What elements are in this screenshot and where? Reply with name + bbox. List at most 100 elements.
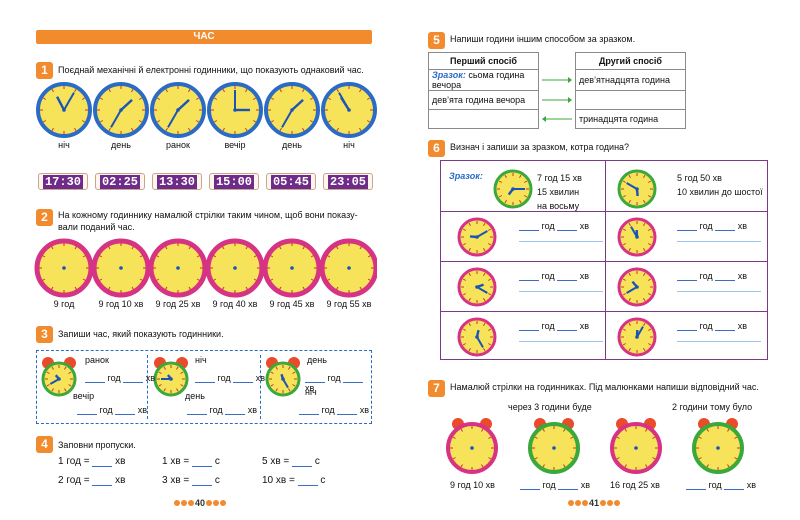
clock-icon <box>617 169 657 209</box>
min-blank[interactable] <box>123 374 144 383</box>
clock-icon <box>457 267 497 307</box>
clock-icon <box>617 267 657 307</box>
digital-clock[interactable]: 17:30 <box>38 173 88 190</box>
task-6-clocks <box>457 169 657 357</box>
answer-block: год хв <box>677 271 761 292</box>
label-2h-ago: 2 години тому було <box>672 402 753 412</box>
answer-blank[interactable] <box>297 477 318 486</box>
clock-icon <box>493 169 533 209</box>
t7-answer-4: год хв <box>686 480 756 490</box>
task-6-grid: Зразок: 7 год 15 хв 15 хвилин на восьму 5 … <box>440 160 768 360</box>
answer-block: год хв <box>677 321 761 342</box>
hour-blank[interactable] <box>299 406 319 415</box>
clock-icon <box>446 422 498 474</box>
clock-label: ніч <box>343 140 355 150</box>
hour-blank[interactable] <box>77 406 97 415</box>
answer-cell[interactable] <box>575 90 686 110</box>
min-blank[interactable] <box>225 406 246 415</box>
pink-clocks-row <box>34 238 379 298</box>
clock-label: вечір <box>224 140 246 150</box>
answer-block: год хв <box>519 321 603 342</box>
digital-clock[interactable]: 23:05 <box>323 173 373 190</box>
clock-icon <box>205 238 265 298</box>
task-5-table: Перший спосіб Другий спосіб Зразок: сьома… <box>428 52 686 129</box>
task-7-clocks <box>446 418 744 474</box>
label-after-3h: через 3 години буде <box>508 402 592 412</box>
task-4-col3: 5 хв = с 10 хв = с <box>262 456 326 486</box>
task-2-clocks <box>32 238 379 298</box>
digital-clock[interactable]: 15:00 <box>209 173 259 190</box>
task-3-box: ранок год хв вечір год хв ніч год хв ден… <box>36 350 372 424</box>
t7-answer-2: год хв <box>520 480 590 490</box>
clock-label: день <box>111 140 131 150</box>
clock-label: ранок <box>166 140 190 150</box>
clock-icon <box>692 422 744 474</box>
task-7-number: 7 <box>428 380 445 397</box>
answer-cell[interactable] <box>428 109 539 129</box>
clock-label: ніч <box>58 140 70 150</box>
task-4-col1: 1 год = хв 2 год = хв <box>58 456 126 486</box>
clock-icon <box>34 238 94 298</box>
clock-icon <box>457 317 497 357</box>
chapter-banner: ЧАС <box>36 30 372 44</box>
answer-blank[interactable] <box>192 477 213 486</box>
panel-1-text2: вечір <box>73 391 95 401</box>
task-1-number: 1 <box>36 62 53 79</box>
hour-blank[interactable] <box>187 406 207 415</box>
digital-clocks-row: 17:30 02:25 13:30 15:00 05:45 23:05 <box>38 173 373 190</box>
page-number-right: 41 <box>568 498 621 508</box>
min-blank[interactable] <box>343 374 364 383</box>
task-7-text: Намалюй стрілки на годинниках. Під малюн… <box>450 382 759 392</box>
task-4-number: 4 <box>36 436 53 453</box>
hour-blank[interactable] <box>195 374 215 383</box>
task-2-text-line2: вали поданий час. <box>58 222 135 232</box>
hour-blank[interactable] <box>85 374 105 383</box>
task-1-text: Поєднай механічні й електронні годинники… <box>58 65 364 75</box>
clock-label: 9 год 55 хв <box>326 299 372 309</box>
task-2-labels: 9 год 9 год 10 хв 9 год 25 хв 9 год 40 х… <box>32 299 377 309</box>
answer-block: год хв <box>519 221 603 242</box>
clock-label: 9 год 40 хв <box>212 299 258 309</box>
answer-blank[interactable] <box>92 477 113 486</box>
alarm-clocks <box>41 357 301 397</box>
task-1-labels: ніч день ранок вечір день ніч <box>32 140 377 150</box>
clock-icon <box>265 361 301 397</box>
sample-2: 5 год 50 хв 10 хвилин до шостої <box>677 173 763 197</box>
hour-blank[interactable] <box>305 374 325 383</box>
t7-label-3: 16 год 25 хв <box>610 480 660 490</box>
panel-3-text2: ніч <box>305 387 317 397</box>
clock-label: 9 год 10 хв <box>98 299 144 309</box>
clock-icon <box>319 238 379 298</box>
clock-icon <box>617 317 657 357</box>
sample-label: Зразок: <box>449 171 483 181</box>
task-4-col2: 1 хв = с 3 хв = с <box>162 456 220 486</box>
clock-icon <box>91 238 151 298</box>
task-1-clocks <box>32 80 377 140</box>
digital-clock[interactable]: 05:45 <box>266 173 316 190</box>
clock-icon <box>41 361 77 397</box>
answer-block: год хв <box>519 271 603 292</box>
answer-blank[interactable] <box>92 458 113 467</box>
clock-label: день <box>282 140 302 150</box>
answer-block: год хв <box>677 221 761 242</box>
min-blank[interactable] <box>337 406 358 415</box>
task-6-text: Визнач і запиши за зразком, котра година… <box>450 142 630 152</box>
clock-icon <box>153 361 189 397</box>
clock-icon <box>321 82 377 138</box>
clock-icon <box>264 82 320 138</box>
task-2-text-line1: На кожному годиннику намалюй стрілки так… <box>58 210 358 220</box>
answer-blank[interactable] <box>292 458 313 467</box>
clock-label: 9 год <box>53 299 75 309</box>
min-blank[interactable] <box>233 374 254 383</box>
clock-icon <box>457 217 497 257</box>
clock-icon <box>36 82 92 138</box>
clock-icon <box>148 238 208 298</box>
clock-icon <box>207 82 263 138</box>
digital-clock[interactable]: 13:30 <box>152 173 202 190</box>
answer-blank[interactable] <box>192 458 213 467</box>
clock-icon <box>617 217 657 257</box>
task-4-text: Заповни пропуски. <box>58 440 136 450</box>
clock-label: 9 год 45 хв <box>269 299 315 309</box>
digital-clock[interactable]: 02:25 <box>95 173 145 190</box>
min-blank[interactable] <box>115 406 136 415</box>
